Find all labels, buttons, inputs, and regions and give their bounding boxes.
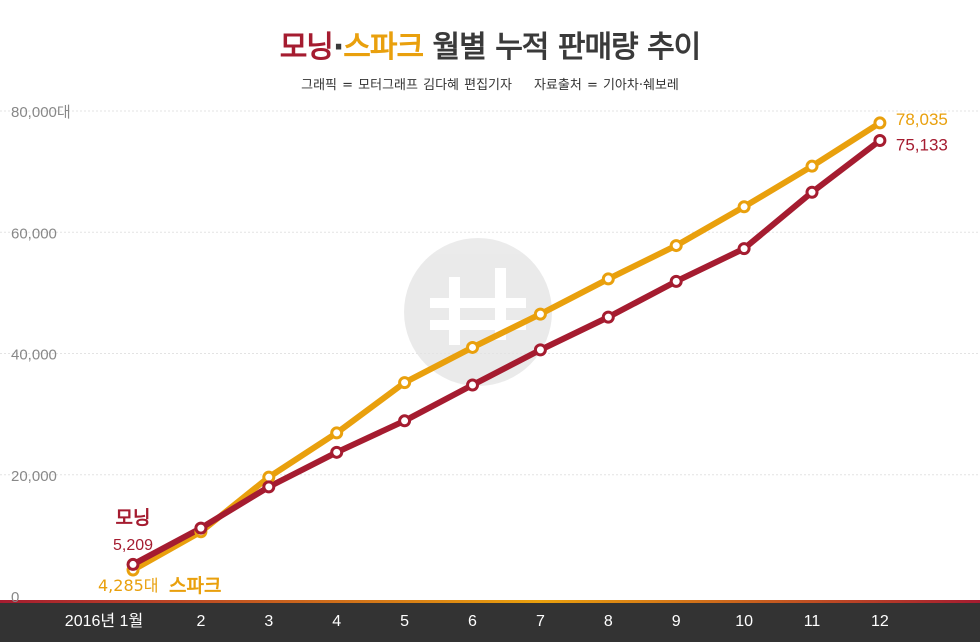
series-line xyxy=(130,137,883,568)
data-point xyxy=(398,376,412,390)
x-tick-label: 2 xyxy=(196,613,205,630)
x-tick-label: 4 xyxy=(332,613,341,630)
y-tick-label: 60,000 xyxy=(11,225,57,242)
x-tick-label: 3 xyxy=(264,613,273,630)
title-dot: · xyxy=(332,30,344,65)
data-point xyxy=(601,272,615,286)
data-point xyxy=(737,242,751,256)
data-point xyxy=(262,480,276,494)
data-point xyxy=(533,343,547,357)
data-point xyxy=(398,414,412,428)
x-tick-label: 9 xyxy=(672,613,681,630)
title-morning: 모닝 xyxy=(279,30,334,65)
credit-line: 그래픽 = 모터그래프 김다혜 편집기자 자료출처 = 기아차·쉐보레 xyxy=(0,74,980,93)
data-point xyxy=(466,340,479,354)
x-tick-label: 2016년 1월 xyxy=(65,612,143,630)
data-point xyxy=(873,134,887,148)
y-tick-label: 0 xyxy=(11,589,19,606)
x-tick-label: 8 xyxy=(604,613,613,630)
start-label-spark: 4,285대 xyxy=(98,576,159,595)
series-group xyxy=(126,116,887,577)
watermark-logo xyxy=(404,238,552,386)
x-axis-ticks: 2016년 1월 2 3 4 5 6 7 8 9 10 11 12 xyxy=(65,612,889,630)
y-axis-ticks: 0 20,000 40,000 60,000 80,000대 xyxy=(11,104,71,606)
x-axis-bar xyxy=(0,603,980,642)
credit-graphic: 그래픽 = 모터그래프 김다혜 편집기자 xyxy=(301,78,512,93)
end-label-morning: 75,133 xyxy=(896,136,948,155)
data-point xyxy=(737,200,751,214)
x-tick-label: 11 xyxy=(804,613,821,630)
x-tick-label: 6 xyxy=(468,613,477,630)
y-tick-label: 40,000 xyxy=(11,347,57,364)
data-point xyxy=(669,239,683,253)
series-line xyxy=(130,119,883,574)
legend-spark: 스파크 xyxy=(169,575,221,597)
x-axis-stripe xyxy=(0,600,980,604)
data-point xyxy=(805,159,819,173)
x-tick-label: 12 xyxy=(871,613,889,630)
y-tick-label: 80,000대 xyxy=(11,104,71,121)
credit-source: 자료출처 = 기아차·쉐보레 xyxy=(533,78,679,93)
x-tick-label: 7 xyxy=(536,613,545,630)
title-spark: 스파크 xyxy=(343,30,424,65)
data-point xyxy=(601,310,615,324)
x-tick-label: 10 xyxy=(735,613,753,630)
data-point xyxy=(330,426,344,440)
data-point xyxy=(194,521,208,535)
data-point xyxy=(466,378,479,392)
series-labels: 78,035 75,133 모닝 5,209 4,285대 스파크 xyxy=(98,110,948,597)
data-point xyxy=(330,445,344,459)
data-point xyxy=(873,116,887,130)
legend-morning: 모닝 xyxy=(116,507,151,529)
x-tick-label: 5 xyxy=(400,613,409,630)
data-point xyxy=(533,307,547,321)
y-tick-label: 20,000 xyxy=(11,468,57,485)
data-point xyxy=(805,185,819,199)
data-point xyxy=(126,557,140,571)
chart-title: 모닝·스파크 월별 누적 판매량 추이 xyxy=(0,22,980,66)
grid-lines xyxy=(0,110,980,476)
end-label-spark: 78,035 xyxy=(896,110,948,129)
data-point xyxy=(669,274,683,288)
start-label-morning: 5,209 xyxy=(113,537,153,554)
title-rest: 월별 누적 판매량 추이 xyxy=(423,30,702,65)
